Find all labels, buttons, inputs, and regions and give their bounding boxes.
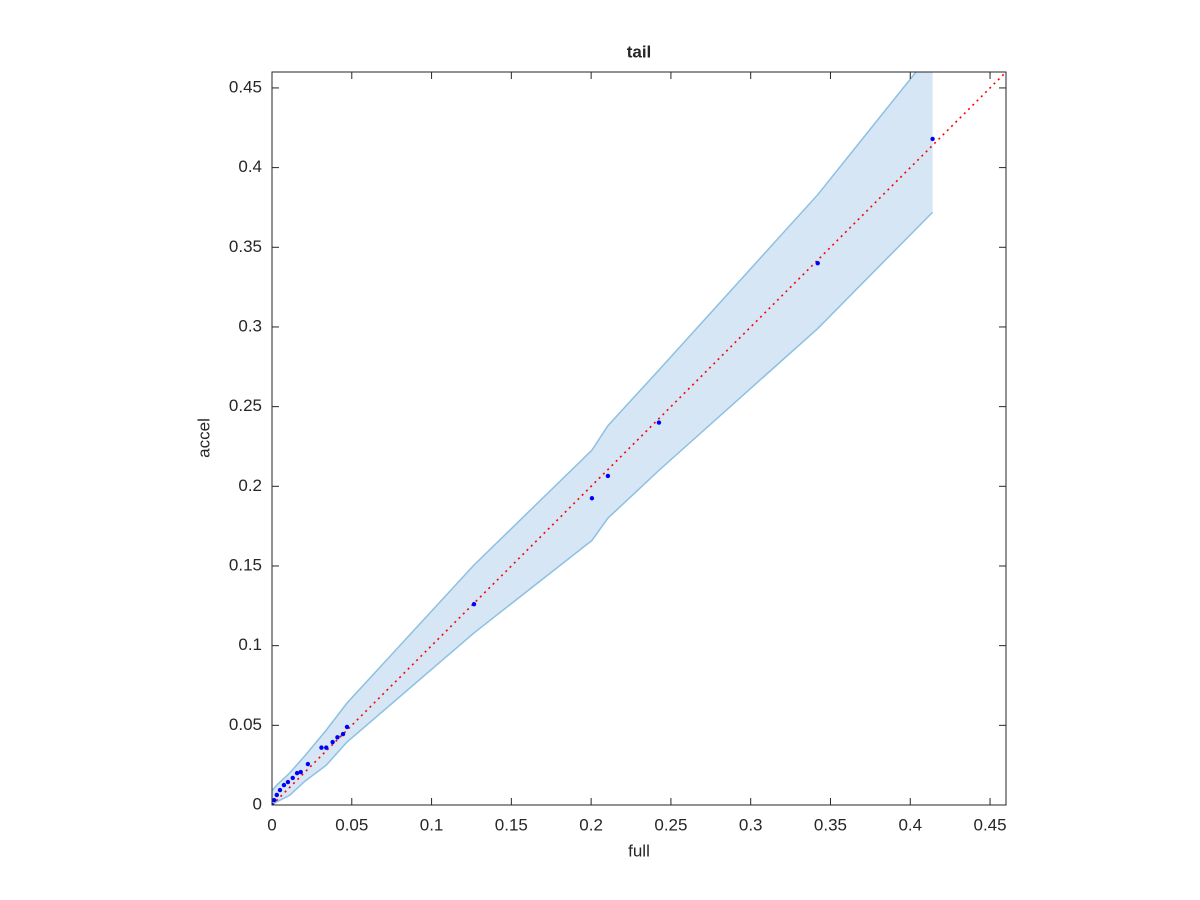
y-axis-label: accel	[194, 418, 213, 458]
y-tick-label: 0.15	[229, 555, 262, 574]
y-tick-label: 0	[253, 794, 262, 813]
x-tick-label: 0.05	[335, 815, 368, 834]
point	[656, 420, 662, 425]
point	[471, 602, 477, 607]
axes-box	[271, 71, 1007, 806]
point	[930, 136, 935, 142]
y-tick-label: 0.4	[238, 157, 262, 176]
x-tick-label: 0.1	[420, 815, 444, 834]
x-tick-label: 0.3	[739, 815, 763, 834]
point	[272, 802, 275, 805]
plot-area	[272, 72, 1006, 805]
x-tick-label: 0.15	[495, 815, 528, 834]
x-tick-label: 0.2	[579, 815, 603, 834]
point	[605, 473, 611, 479]
chart-title: tail	[627, 42, 652, 61]
y-tick-label: 0.35	[229, 237, 262, 256]
x-tick-label: 0.35	[814, 815, 847, 834]
y-tick-label: 0.45	[229, 77, 262, 96]
point	[277, 787, 283, 793]
y-tick-label: 0.25	[229, 396, 262, 415]
point	[305, 761, 311, 767]
x-tick-label: 0	[267, 815, 276, 834]
point	[290, 775, 295, 781]
point	[294, 770, 300, 776]
x-tick-label: 0.25	[654, 815, 687, 834]
x-tick-label: 0.4	[898, 815, 922, 834]
point	[330, 739, 335, 745]
point	[281, 782, 287, 788]
band-upper-edge	[272, 72, 917, 792]
y-tick-label: 0.05	[229, 715, 262, 734]
band-lower-edge	[272, 211, 934, 805]
point	[319, 745, 324, 750]
y-tick-label: 0.1	[238, 635, 262, 654]
confidence-band	[272, 72, 933, 805]
point	[589, 496, 595, 501]
point	[274, 792, 279, 798]
point	[324, 745, 329, 750]
point	[335, 735, 340, 740]
x-tick-label: 0.45	[973, 815, 1006, 834]
point	[285, 779, 291, 785]
point	[298, 769, 303, 775]
point	[340, 731, 346, 737]
y-tick-label: 0.3	[238, 316, 262, 335]
point	[344, 724, 350, 730]
x-axis-label: full	[628, 841, 650, 860]
point	[815, 261, 820, 266]
point	[272, 798, 277, 803]
y-tick-label: 0.2	[238, 476, 262, 495]
identity-line	[272, 72, 1006, 805]
